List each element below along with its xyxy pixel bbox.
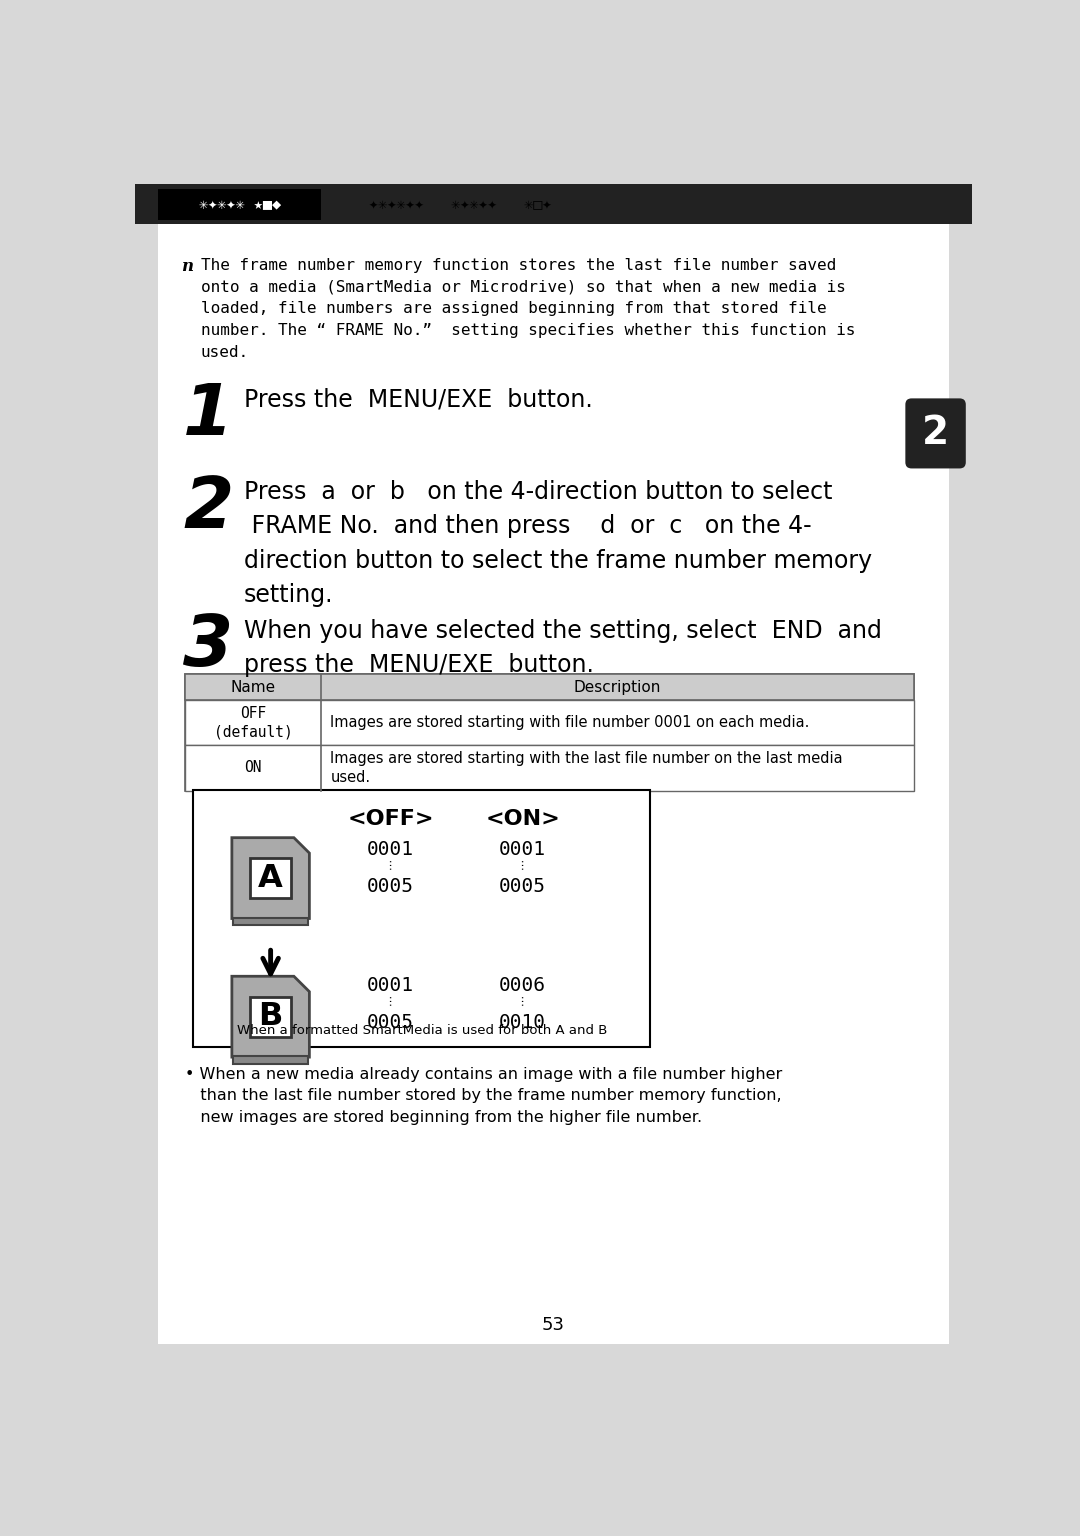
Text: ON: ON xyxy=(244,760,262,776)
Bar xyxy=(186,700,914,745)
Bar xyxy=(233,1057,308,1064)
Text: 53: 53 xyxy=(542,1316,565,1333)
Text: n: n xyxy=(181,258,193,275)
Text: 2: 2 xyxy=(922,415,949,453)
Polygon shape xyxy=(232,977,309,1057)
Text: Press  a  or  b   on the 4-direction button to select
 FRAME No.  and then press: Press a or b on the 4-direction button t… xyxy=(243,479,872,607)
Text: The frame number memory function stores the last file number saved
onto a media : The frame number memory function stores … xyxy=(201,258,855,359)
Text: • When a new media already contains an image with a file number higher
   than t: • When a new media already contains an i… xyxy=(186,1066,783,1124)
Bar xyxy=(159,189,321,220)
Text: 0005: 0005 xyxy=(367,877,415,895)
Text: 0005: 0005 xyxy=(499,877,546,895)
Bar xyxy=(233,917,308,926)
Bar xyxy=(186,674,914,791)
FancyBboxPatch shape xyxy=(905,398,966,468)
Text: 0005: 0005 xyxy=(367,1014,415,1032)
Text: Images are stored starting with file number 0001 on each media.: Images are stored starting with file num… xyxy=(330,716,810,730)
Bar xyxy=(135,184,972,224)
Text: When a formatted SmartMedia is used for both A and B: When a formatted SmartMedia is used for … xyxy=(237,1025,607,1037)
Text: 2: 2 xyxy=(183,473,233,542)
Bar xyxy=(251,997,291,1037)
Text: ✳✦✳✦✳ ★■◆: ✳✦✳✦✳ ★■◆ xyxy=(199,197,281,212)
Text: A: A xyxy=(258,863,283,894)
Text: ⋯: ⋯ xyxy=(517,994,527,1006)
Text: ⋯: ⋯ xyxy=(386,994,395,1006)
Text: 0010: 0010 xyxy=(499,1014,546,1032)
Text: 0006: 0006 xyxy=(499,977,546,995)
Polygon shape xyxy=(232,837,309,919)
Bar xyxy=(186,745,914,791)
Text: ⋯: ⋯ xyxy=(517,859,527,869)
Text: Name: Name xyxy=(231,679,275,694)
Text: OFF
(default): OFF (default) xyxy=(214,705,293,739)
Text: Press the  MENU/EXE  button.: Press the MENU/EXE button. xyxy=(243,387,592,412)
Text: <ON>: <ON> xyxy=(485,809,559,829)
Text: 0001: 0001 xyxy=(367,977,415,995)
Text: 3: 3 xyxy=(183,613,233,682)
Text: Description: Description xyxy=(573,679,661,694)
Text: When you have selected the setting, select  END  and
press the  MENU/EXE  button: When you have selected the setting, sele… xyxy=(243,619,881,677)
Bar xyxy=(193,790,650,1048)
Text: ✦✳✦✳✦✦   ✳✦✳✦✦   ✳□✦: ✦✳✦✳✦✦ ✳✦✳✦✦ ✳□✦ xyxy=(369,197,552,212)
Text: Images are stored starting with the last file number on the last media
used.: Images are stored starting with the last… xyxy=(330,751,842,785)
Text: 1: 1 xyxy=(183,381,233,450)
Text: ⋯: ⋯ xyxy=(386,859,395,869)
Text: <OFF>: <OFF> xyxy=(348,809,434,829)
Text: 0001: 0001 xyxy=(367,840,415,859)
Bar xyxy=(186,674,914,700)
Bar xyxy=(251,859,291,899)
Text: B: B xyxy=(258,1001,283,1032)
Text: 0001: 0001 xyxy=(499,840,546,859)
